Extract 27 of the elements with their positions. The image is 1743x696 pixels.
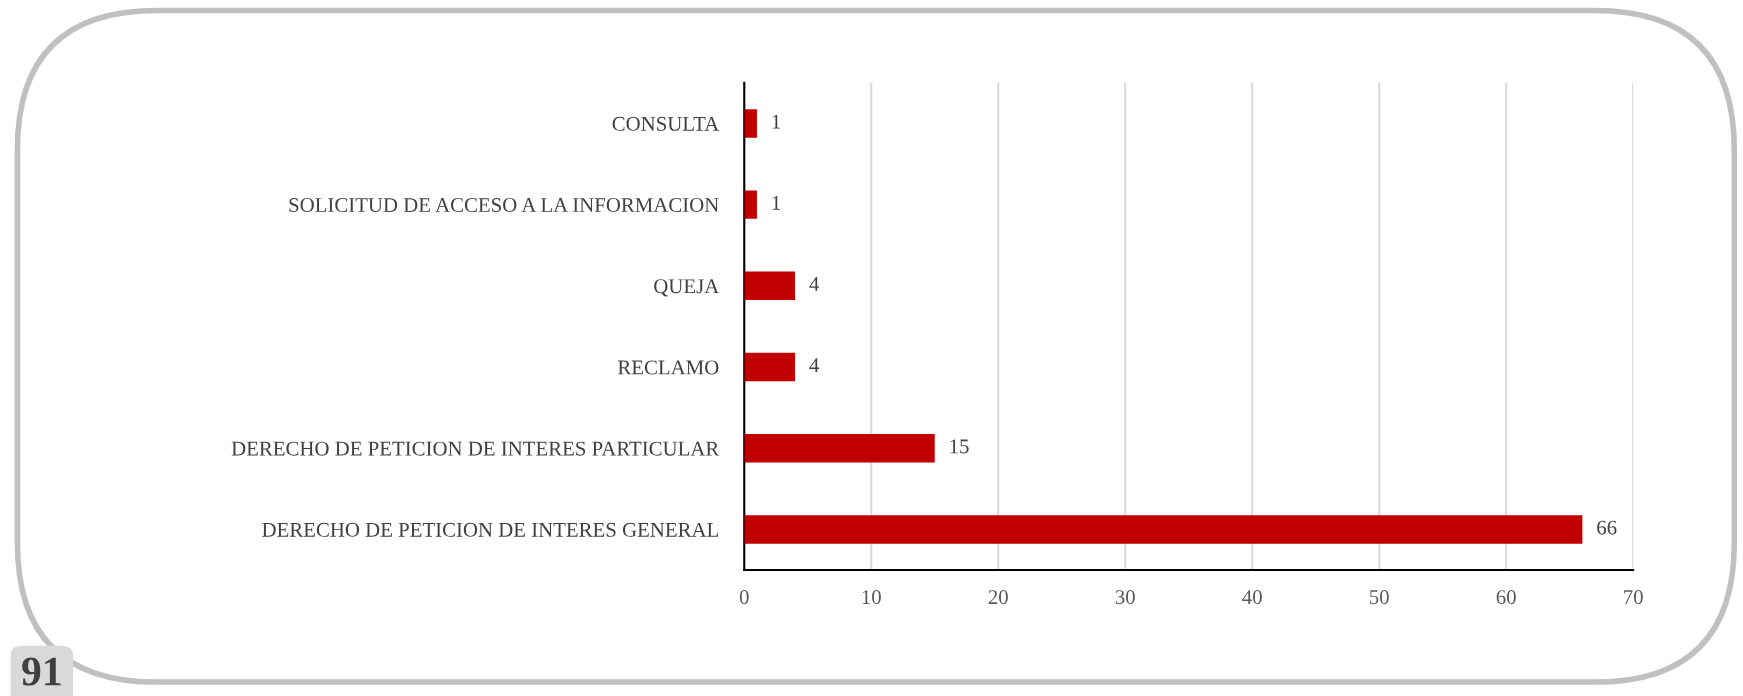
data-label: 1 — [772, 114, 781, 129]
data-label: 15 — [950, 439, 969, 454]
y-tick-label: CONSULTA — [612, 116, 720, 131]
y-tick-label: DERECHO DE PETICION DE INTERES PARTICULAR — [231, 441, 720, 456]
x-tick-label: 40 — [1242, 590, 1262, 605]
data-label: 4 — [809, 277, 820, 291]
x-tick-label: 20 — [988, 590, 1008, 605]
x-tick-label: 50 — [1370, 590, 1389, 605]
text: 91 — [22, 657, 61, 686]
x-tick-label: 70 — [1624, 590, 1643, 605]
x-tick-label: 30 — [1115, 590, 1135, 605]
data-label: 1 — [772, 195, 781, 210]
bar — [744, 352, 796, 382]
y-tick-label: RECLAMO — [618, 360, 719, 375]
bar — [744, 190, 757, 219]
data-label: 66 — [1597, 520, 1617, 535]
bar — [744, 109, 757, 138]
x-tick-label: 0 — [739, 590, 749, 605]
bar — [744, 515, 1583, 544]
y-tick-label: DERECHO DE PETICION DE INTERES GENERAL — [262, 522, 719, 537]
x-tick-label: 60 — [1496, 590, 1516, 605]
bar — [744, 434, 935, 463]
y-tick-label: SOLICITUD DE ACCESO A LA INFORMACION — [289, 198, 719, 213]
bar — [744, 271, 796, 301]
y-tick-label: QUEJA — [654, 279, 720, 297]
x-tick-label: 10 — [862, 590, 881, 605]
data-label: 4 — [809, 358, 820, 373]
